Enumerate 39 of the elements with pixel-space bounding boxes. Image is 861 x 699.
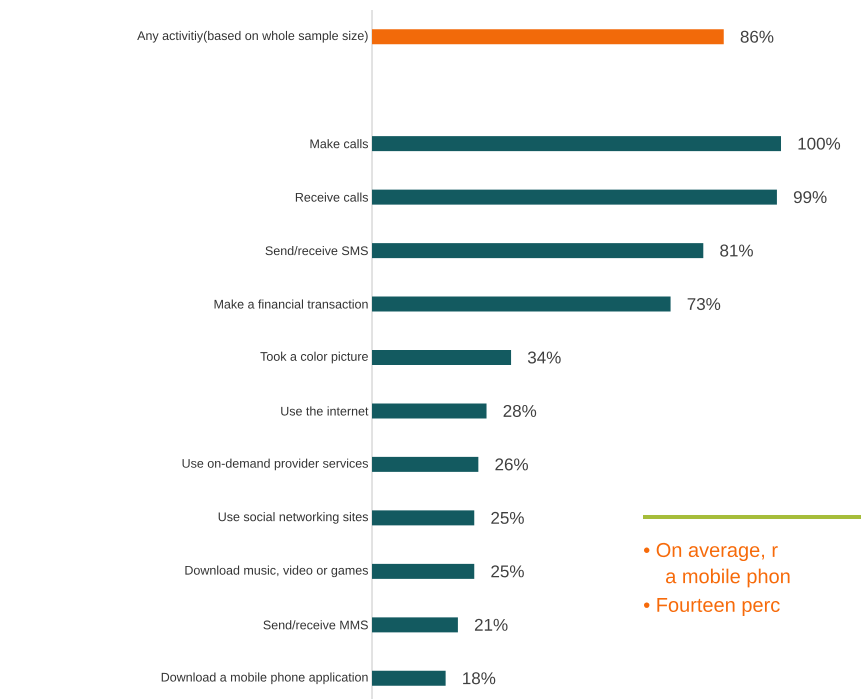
y-tick-label: Send/receive MMS	[263, 620, 368, 630]
data-label: 26%	[495, 458, 528, 470]
data-label: 99%	[794, 191, 827, 204]
data-label: 86%	[740, 30, 774, 43]
bar	[372, 190, 777, 205]
bar	[372, 29, 724, 44]
y-tick-label: Use the internet	[281, 406, 368, 416]
bar	[372, 670, 446, 686]
y-tick-label: Any activitiy(based on whole sample size)	[137, 30, 368, 43]
y-tick-label: Receive calls	[296, 192, 368, 202]
bar	[372, 350, 512, 366]
bar	[372, 617, 458, 632]
y-tick-label: Use social networking sites	[218, 512, 368, 524]
bar	[372, 403, 487, 418]
data-label: 18%	[463, 672, 496, 684]
data-label: 100%	[798, 138, 840, 150]
y-tick-label: Send/receive SMS	[266, 246, 368, 256]
data-label: 28%	[504, 404, 536, 417]
data-label: 81%	[720, 244, 753, 257]
data-label: 25%	[491, 512, 524, 524]
y-tick-label: Make calls	[310, 139, 368, 148]
y-tick-label: Use on-demand provider services	[182, 458, 368, 470]
annotation: • On average, r	[644, 542, 778, 562]
bar	[372, 564, 474, 579]
y-tick-label: Download a mobile phone application	[162, 672, 368, 684]
data-label: 34%	[528, 351, 561, 364]
annotation: • Fourteen perc	[644, 598, 780, 616]
bar	[372, 510, 474, 526]
annotation: a mobile phon	[666, 568, 790, 588]
y-tick-label: Download music, video or games	[185, 566, 368, 578]
bar	[372, 456, 478, 472]
data-label: 21%	[474, 618, 508, 631]
y-tick-label: Make a financial transaction	[214, 299, 368, 309]
bar	[372, 296, 671, 312]
bar	[372, 136, 782, 152]
data-label: 25%	[491, 565, 524, 578]
data-label: 73%	[688, 298, 720, 310]
bar	[372, 243, 704, 258]
y-tick-label: Took a color picture	[260, 352, 368, 364]
